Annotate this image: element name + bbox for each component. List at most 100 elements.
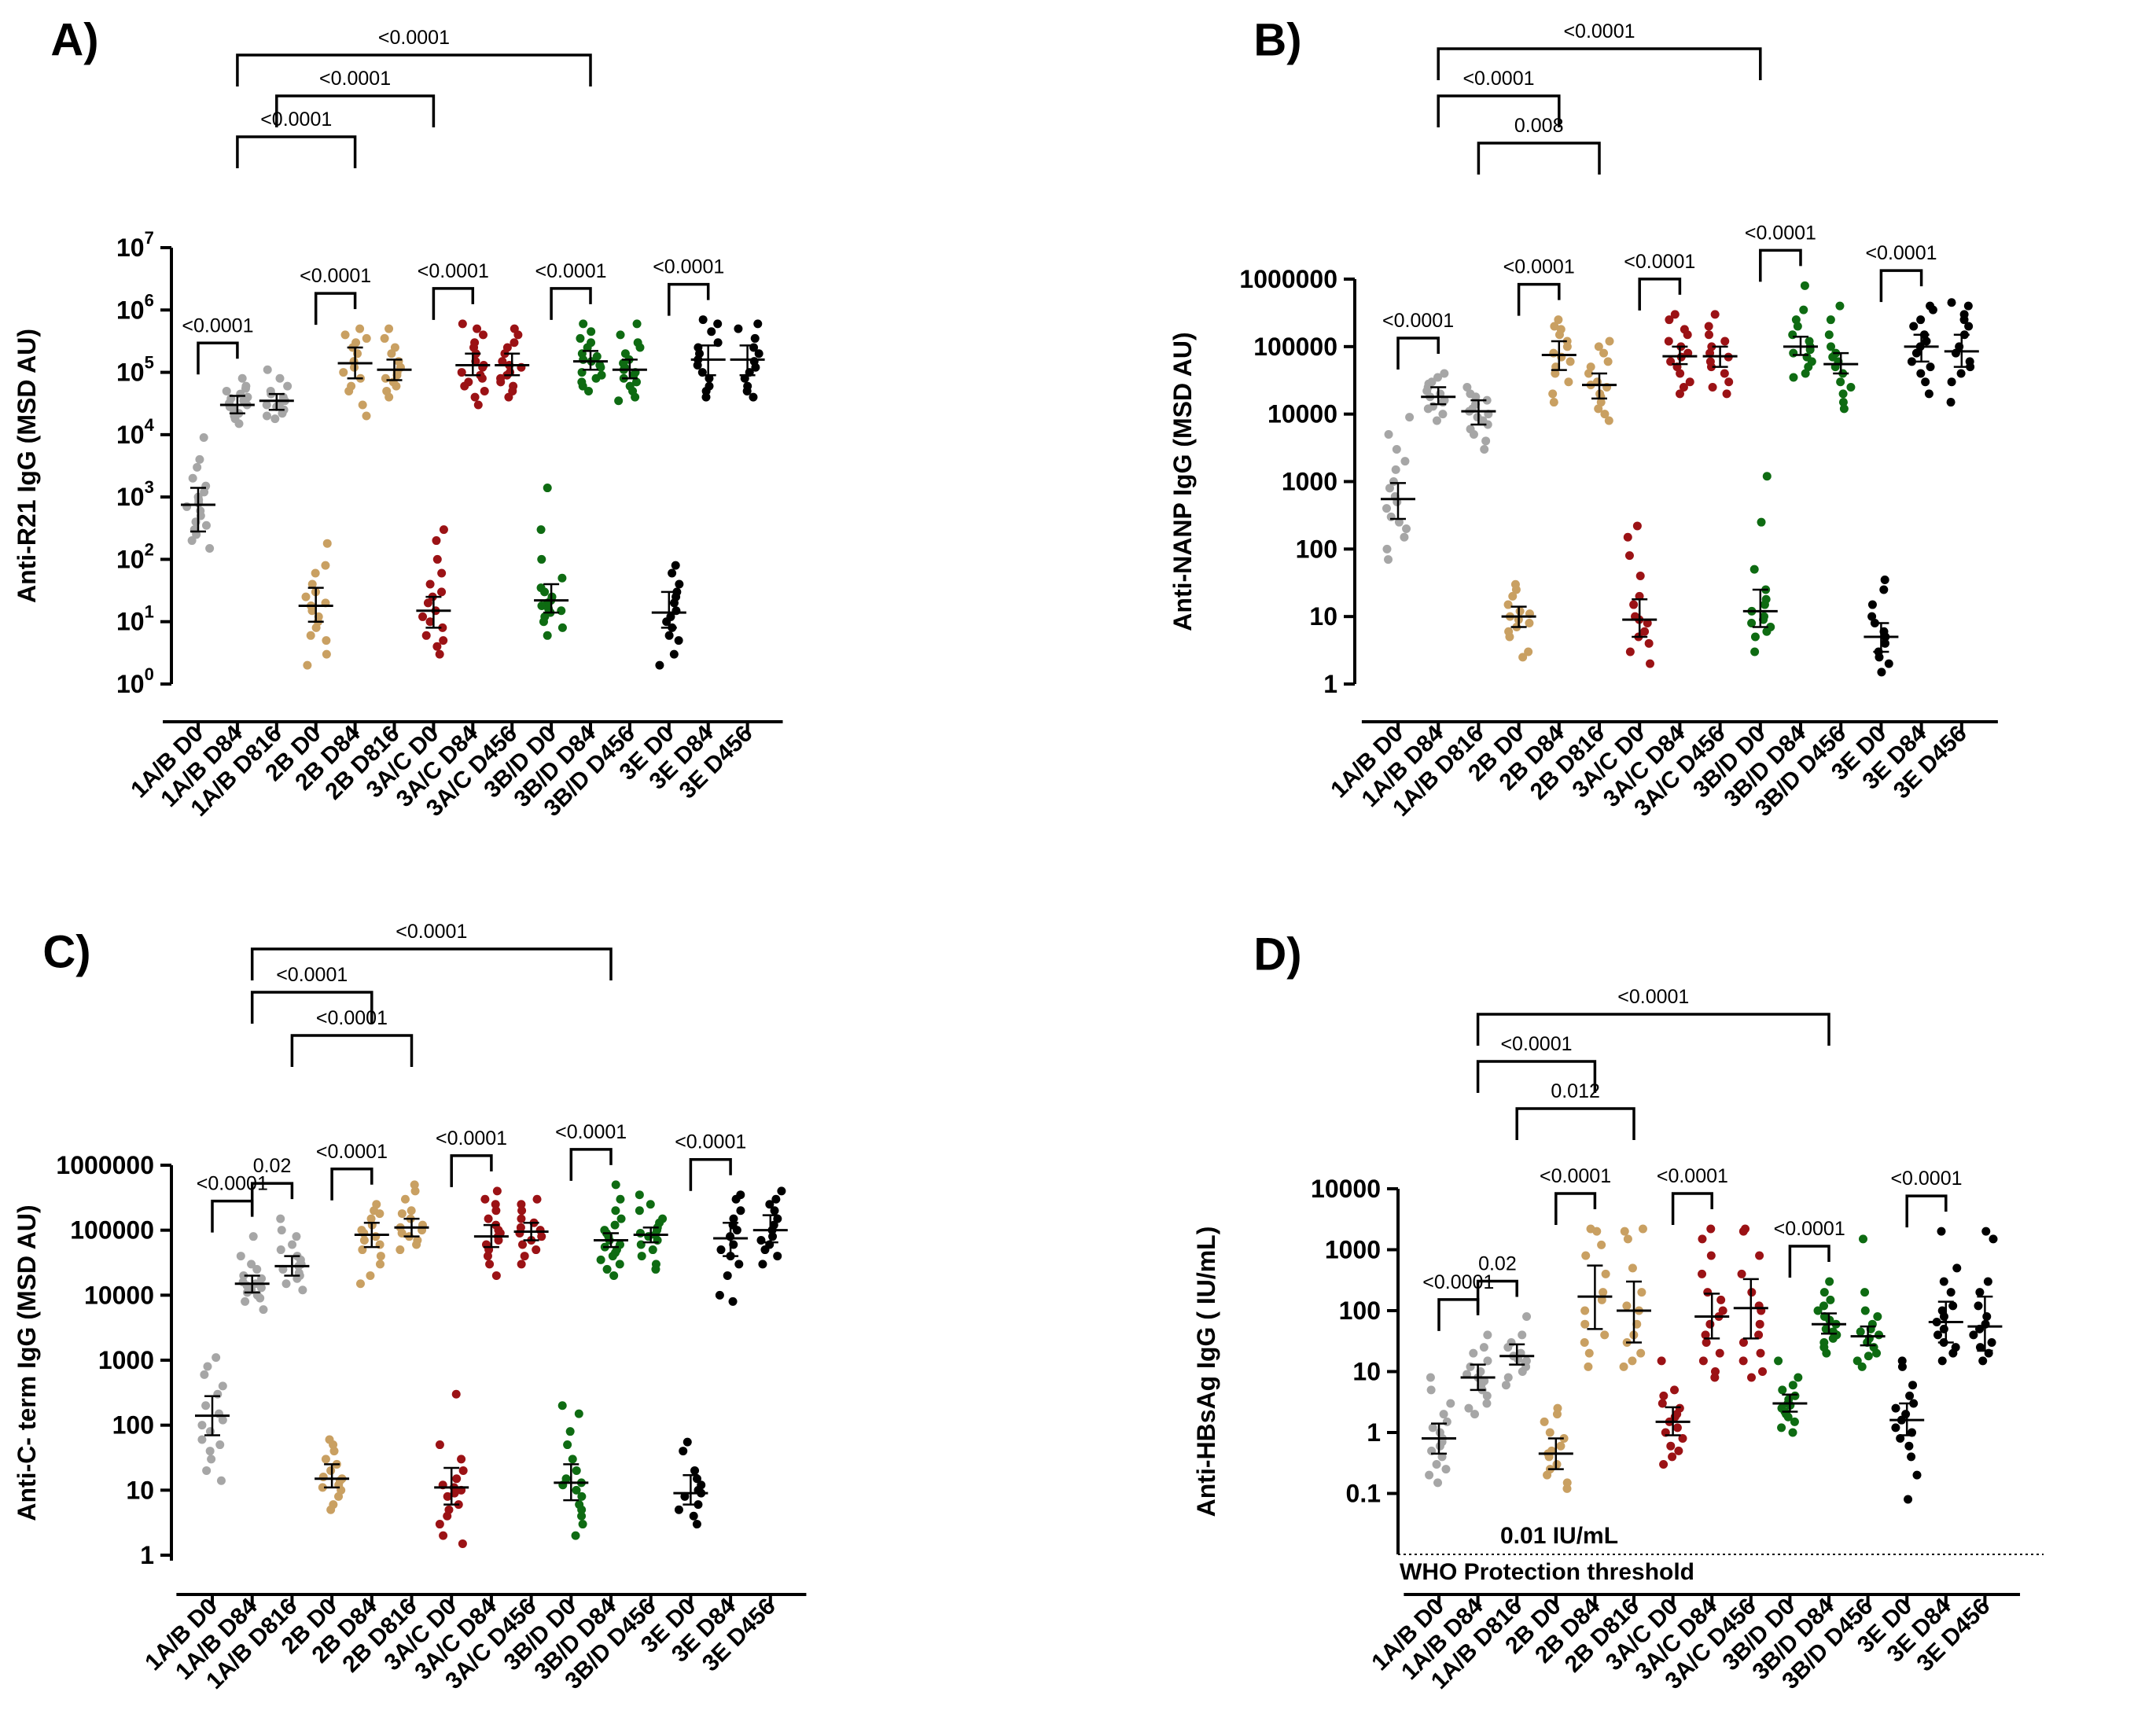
series-3e-d456 xyxy=(1967,1227,2003,1366)
bracket-line xyxy=(1437,1298,1480,1331)
series-3e-d0 xyxy=(673,1437,708,1529)
significance-bracket: <0.0001 xyxy=(1437,20,1762,80)
data-point xyxy=(236,1252,245,1261)
data-point xyxy=(707,327,716,337)
p-value-label: <0.0001 xyxy=(319,68,391,90)
bracket-line xyxy=(211,1199,254,1233)
data-point xyxy=(1594,404,1603,414)
y-axis-label: Anti-C- term IgG (MSD AU) xyxy=(13,1205,41,1521)
p-value-label: <0.0001 xyxy=(1500,1033,1572,1055)
data-point xyxy=(1640,627,1650,636)
data-point xyxy=(1750,632,1760,642)
data-point xyxy=(1685,377,1694,387)
p-value-label: <0.0001 xyxy=(1890,1168,1962,1190)
data-point xyxy=(1983,1277,1992,1286)
series-3a-c-d0 xyxy=(416,525,451,659)
data-point xyxy=(1664,337,1673,346)
series-3e-d456 xyxy=(752,1186,788,1269)
data-point xyxy=(571,1531,580,1540)
data-point xyxy=(609,1271,619,1280)
data-point xyxy=(491,1271,501,1280)
data-point xyxy=(1738,1227,1748,1236)
data-point xyxy=(698,315,708,325)
series-2b-d0 xyxy=(1538,1403,1573,1493)
data-point xyxy=(375,1209,384,1219)
data-point xyxy=(1620,1227,1629,1236)
data-point xyxy=(1754,1330,1764,1340)
data-point xyxy=(610,1220,620,1230)
series-3a-c-d84 xyxy=(473,1186,509,1280)
data-point xyxy=(1603,357,1613,366)
data-point xyxy=(432,642,442,651)
data-point xyxy=(648,1245,657,1255)
data-point xyxy=(1584,1348,1594,1358)
data-point xyxy=(1947,298,1956,307)
p-value-label: 0.012 xyxy=(1551,1080,1600,1102)
data-point xyxy=(1708,383,1717,392)
series-3b-d-d456 xyxy=(1850,1234,1886,1371)
data-point xyxy=(326,1505,336,1514)
data-point xyxy=(692,1520,701,1529)
data-point xyxy=(1658,1399,1667,1408)
data-point xyxy=(716,1245,726,1255)
data-point xyxy=(1596,398,1606,407)
data-point xyxy=(457,368,466,377)
p-value-label: <0.0001 xyxy=(1774,1218,1845,1240)
series-3a-c-d456 xyxy=(495,324,530,402)
data-point xyxy=(1635,571,1645,580)
data-point xyxy=(432,536,441,546)
data-point xyxy=(536,525,546,535)
data-point xyxy=(1966,362,1975,372)
data-point xyxy=(532,1194,542,1204)
data-point xyxy=(1907,357,1916,366)
data-point xyxy=(690,1466,700,1475)
data-point xyxy=(1738,1356,1748,1366)
data-point xyxy=(577,1505,587,1514)
data-point xyxy=(1702,1338,1711,1348)
data-point xyxy=(1604,416,1613,425)
data-point xyxy=(311,568,320,578)
y-tick-label: 1 xyxy=(140,1541,154,1569)
significance-bracket: <0.0001 xyxy=(1890,1168,1963,1228)
p-value-label: 0.02 xyxy=(253,1155,292,1177)
data-point xyxy=(329,1447,339,1456)
data-point xyxy=(1511,585,1521,594)
data-point xyxy=(1562,342,1572,351)
data-point xyxy=(1937,1356,1947,1366)
data-point xyxy=(611,1206,620,1216)
data-point xyxy=(1674,1446,1683,1455)
data-point xyxy=(539,617,548,627)
data-point xyxy=(1705,1319,1715,1329)
data-point xyxy=(234,419,244,428)
data-point xyxy=(1720,369,1729,378)
series-3e-d456 xyxy=(1944,298,1979,407)
data-point xyxy=(753,319,763,329)
data-point xyxy=(1659,1391,1669,1400)
data-point xyxy=(1737,1269,1746,1278)
data-point xyxy=(1916,369,1926,378)
data-point xyxy=(410,1186,420,1196)
data-point xyxy=(256,1293,265,1303)
data-point xyxy=(1666,1441,1676,1451)
y-tick-label: 10000 xyxy=(1311,1175,1381,1203)
data-point xyxy=(1974,1301,1983,1311)
data-point xyxy=(1937,1227,1946,1236)
data-point xyxy=(479,330,488,340)
data-point xyxy=(557,573,567,583)
data-point xyxy=(215,1440,225,1450)
data-point xyxy=(362,333,371,343)
data-point xyxy=(1705,330,1714,340)
data-point xyxy=(1483,420,1492,429)
significance-bracket: <0.0001 xyxy=(1503,256,1575,316)
data-point xyxy=(344,386,354,395)
data-point xyxy=(340,330,350,340)
series-3e-d456 xyxy=(730,319,765,402)
data-point xyxy=(216,1476,226,1485)
bracket-line xyxy=(1396,337,1440,370)
data-point xyxy=(728,1296,738,1306)
data-point xyxy=(1400,532,1409,542)
data-point xyxy=(510,338,519,348)
data-point xyxy=(358,400,367,410)
data-point xyxy=(1951,348,1960,358)
data-point xyxy=(1580,1338,1589,1348)
